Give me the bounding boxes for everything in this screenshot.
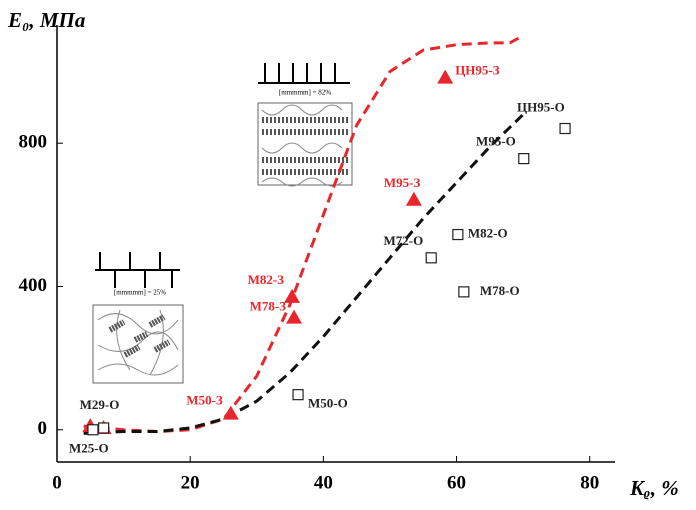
x-axis-label: Kᵨ, % bbox=[629, 476, 679, 500]
square-point bbox=[559, 122, 571, 135]
y-axis-label: E₀, МПа bbox=[7, 8, 85, 32]
point-label: М72-О bbox=[384, 233, 424, 248]
x-tick-label: 80 bbox=[580, 472, 599, 493]
point-label: М78-З bbox=[250, 299, 287, 314]
y-tick-label: 0 bbox=[38, 418, 48, 439]
point-label: М95-З bbox=[384, 175, 421, 190]
point-label: М50-О bbox=[308, 396, 348, 411]
triangle-point bbox=[286, 309, 303, 324]
triangle-point bbox=[284, 288, 301, 303]
point-label: ЦН95-О bbox=[517, 100, 565, 115]
point-label: ЦН95-З bbox=[455, 63, 500, 78]
point-label: М78-О bbox=[480, 283, 520, 298]
x-tick-label: 60 bbox=[447, 472, 466, 493]
x-tick-label: 40 bbox=[314, 472, 333, 493]
point-label: M25-O bbox=[69, 441, 109, 456]
fit-curve bbox=[83, 113, 525, 435]
x-tick-label: 20 bbox=[181, 472, 200, 493]
square-point bbox=[458, 286, 470, 298]
square-point bbox=[518, 153, 530, 165]
square-point bbox=[425, 252, 437, 264]
triangle-point bbox=[222, 405, 239, 420]
square-point bbox=[98, 422, 110, 434]
point-label: М95-О bbox=[476, 134, 516, 149]
point-label: М82-З bbox=[248, 272, 285, 287]
square-point bbox=[452, 228, 464, 241]
x-tick-label: 0 bbox=[52, 472, 62, 493]
square-point bbox=[292, 389, 304, 401]
point-label: M29-O bbox=[80, 397, 120, 412]
y-tick-label: 800 bbox=[19, 132, 48, 153]
point-label: М50-З bbox=[186, 393, 223, 408]
triangle-point bbox=[405, 191, 422, 206]
inset-25 bbox=[92, 252, 184, 384]
point-label: М82-О bbox=[468, 226, 508, 241]
y-tick-label: 400 bbox=[19, 275, 48, 296]
inset-label: [mmmmm] = 82% bbox=[279, 89, 331, 97]
inset-82 bbox=[257, 63, 353, 187]
square-point bbox=[87, 424, 99, 436]
inset-label: [mmmmm] = 25% bbox=[114, 289, 166, 297]
triangle-point bbox=[437, 69, 454, 84]
